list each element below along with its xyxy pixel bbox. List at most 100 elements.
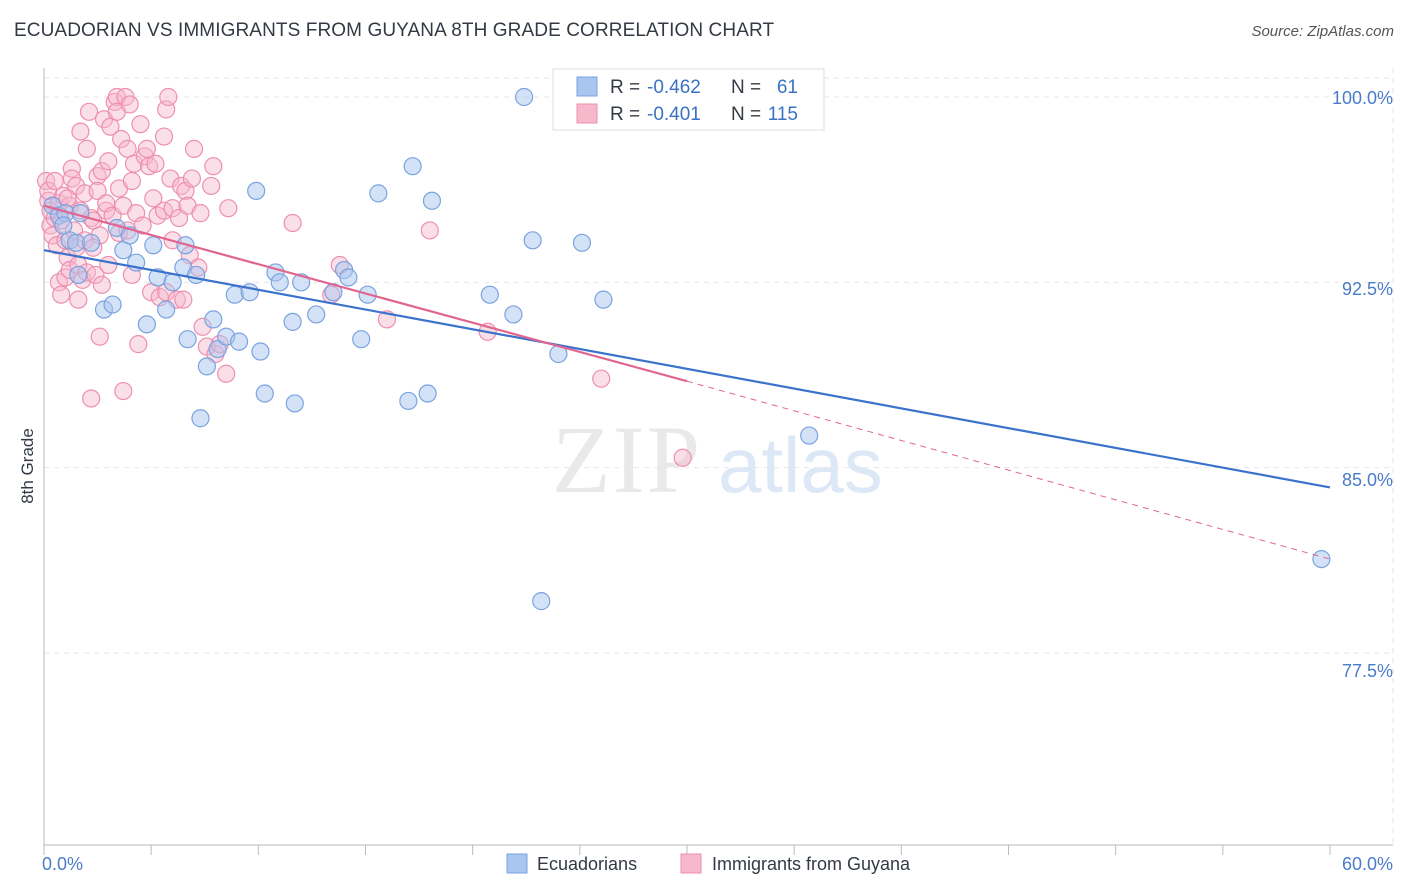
ecuadorian-point-49	[422, 191, 442, 210]
ecuadorian-point-58	[800, 426, 819, 445]
ecuadorian-point-14	[137, 315, 156, 334]
guyana-point-34	[82, 389, 101, 408]
guyana-point-68	[133, 216, 152, 235]
guyana-point-47	[99, 152, 118, 171]
y-axis-title: 8th Grade	[18, 428, 37, 504]
guyana-point-93	[184, 139, 204, 158]
guyana-point-24	[69, 290, 88, 309]
guyana-point-42	[92, 162, 111, 181]
ecuadorian-point-21	[178, 330, 197, 349]
legend-n-label-1: N =	[731, 77, 761, 98]
watermark-zip: ZIP	[552, 406, 702, 513]
legend-r-value-2: -0.401	[647, 104, 701, 125]
ecuadorian-point-35	[270, 273, 289, 292]
guyana-point-31	[77, 139, 96, 158]
ecuadorian-point-18	[163, 273, 182, 292]
guyana-point-78	[154, 127, 174, 146]
ecuadorian-point-56	[572, 233, 592, 252]
ecuadorian-point-25	[204, 310, 223, 329]
series-ecuadorians-points	[43, 87, 1331, 611]
guyana-point-88	[174, 290, 193, 309]
ecuadorian-point-47	[403, 157, 422, 176]
legend-n-label-2: N =	[731, 104, 761, 125]
guyana-point-26	[71, 122, 90, 141]
guyana-point-113	[58, 189, 77, 208]
guyana-point-98	[202, 176, 221, 196]
ecuadorian-point-42	[339, 268, 358, 287]
bottom-legend-swatch-blue	[506, 853, 528, 874]
guyana-point-55	[112, 129, 131, 149]
trend-line-guyana-extension	[686, 380, 1331, 560]
guyana-point-41	[90, 327, 109, 346]
ecuadorian-point-53	[523, 231, 542, 250]
guyana-point-99	[204, 157, 223, 176]
guyana-point-66	[129, 335, 148, 354]
guyana-point-84	[163, 199, 182, 218]
guyana-point-57	[114, 381, 133, 401]
guyana-point-39	[88, 181, 107, 201]
chart-title: ECUADORIAN VS IMMIGRANTS FROM GUYANA 8TH…	[14, 20, 775, 41]
ecuadorian-point-9	[103, 295, 122, 314]
source-credit: Source: ZipAtlas.com	[1251, 23, 1394, 40]
series-legend: Ecuadorians Immigrants from Guyana	[506, 853, 911, 874]
ecuadorian-point-51	[504, 305, 523, 324]
guyana-point-92	[182, 169, 201, 188]
ecuadorian-point-39	[307, 305, 326, 324]
guyana-point-103	[219, 199, 238, 218]
guyana-point-64	[124, 154, 144, 173]
legend-r-value-1: -0.462	[647, 77, 701, 98]
guyana-point-114	[99, 255, 118, 275]
guyana-point-43	[92, 275, 111, 294]
trend-line-guyana	[43, 204, 688, 383]
ecuadorian-point-15	[144, 236, 163, 255]
ecuadorian-point-37	[285, 394, 304, 413]
guyana-point-6	[45, 171, 64, 191]
guyana-point-102	[217, 364, 236, 383]
y-tick-label-85: 85.0%	[1342, 470, 1393, 490]
guyana-point-104	[283, 213, 302, 233]
legend-r-label-2: R =	[610, 104, 640, 125]
ecuadorian-point-23	[191, 409, 210, 428]
guyana-point-70	[137, 139, 156, 158]
ecuadorian-point-32	[251, 342, 270, 361]
bottom-legend-label-ecuadorians: Ecuadorians	[537, 854, 637, 874]
guyana-point-69	[135, 147, 154, 166]
guyana-point-108	[420, 221, 439, 240]
ecuadorian-point-31	[247, 181, 266, 201]
legend-swatch-blue	[576, 76, 598, 97]
legend-r-label-1: R =	[610, 77, 640, 98]
axes	[43, 68, 1393, 855]
ecuadorian-point-54	[532, 592, 551, 611]
legend-swatch-pink	[576, 103, 598, 124]
ecuadorian-point-36	[283, 312, 302, 331]
ecuadorian-point-26	[208, 339, 227, 359]
ecuadorian-point-45	[369, 184, 388, 203]
x-tick-label-min: 0.0%	[42, 854, 83, 874]
ecuadorian-point-5	[69, 265, 88, 285]
guyana-point-74	[146, 154, 165, 173]
guyana-point-111	[673, 448, 692, 467]
guyana-point-82	[161, 169, 180, 188]
guyana-point-73	[144, 189, 163, 208]
guyana-point-67	[131, 115, 150, 134]
ecuadorian-point-57	[594, 290, 613, 309]
y-tick-label-77-5: 77.5%	[1342, 661, 1393, 681]
guyana-point-61	[120, 95, 139, 114]
ecuadorian-point-48	[418, 384, 437, 403]
ecuadorian-point-33	[255, 384, 274, 403]
legend-n-value-1: 61	[777, 77, 798, 98]
trend-line-ecuadorians	[43, 249, 1331, 489]
x-tick-label-max: 60.0%	[1342, 854, 1393, 874]
watermark: ZIP atlas	[552, 406, 883, 513]
ecuadorian-point-52	[515, 87, 534, 107]
guyana-point-33	[79, 102, 99, 121]
guyana-point-110	[592, 369, 611, 388]
bottom-legend-swatch-pink	[680, 853, 702, 874]
guyana-point-95	[191, 204, 210, 223]
correlation-legend: R = -0.462 N = 61 R = -0.401 N = 115	[552, 68, 825, 131]
y-tick-label-100: 100.0%	[1332, 88, 1393, 108]
bottom-legend-label-guyana: Immigrants from Guyana	[712, 854, 911, 874]
guyana-point-81	[159, 87, 178, 107]
ecuadorian-point-22	[187, 265, 206, 285]
